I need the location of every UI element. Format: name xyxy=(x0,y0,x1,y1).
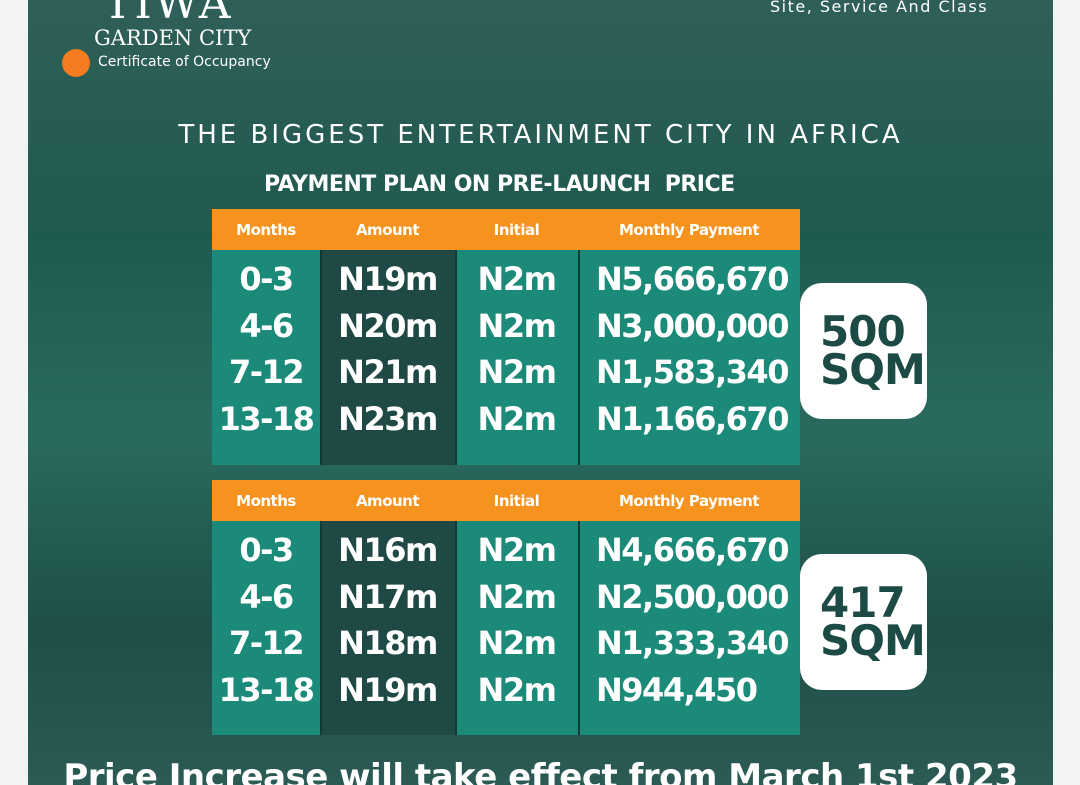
table-cell: N1,166,670 xyxy=(596,399,789,438)
table-column xyxy=(320,250,455,465)
brand-name: TIWA xyxy=(103,0,233,29)
table-cell: N2m xyxy=(477,260,557,298)
size-text: SQM xyxy=(820,616,926,665)
table-cell: 4-6 xyxy=(239,306,294,345)
table-header-bar xyxy=(212,209,800,250)
table-column xyxy=(578,250,800,465)
table-cell: 7-12 xyxy=(228,353,305,391)
table-column xyxy=(320,521,455,735)
table-cell: 7-12 xyxy=(228,624,305,662)
column-header: Monthly Payment xyxy=(618,220,760,239)
table-cell: N3,000,000 xyxy=(596,306,789,345)
size-text: 417 xyxy=(820,578,906,627)
table-cell: N23m xyxy=(338,399,438,438)
table-column xyxy=(455,521,578,735)
table-cell: N2m xyxy=(477,353,557,391)
poster: TIWA GARDEN CITY Certificate of Occupanc… xyxy=(28,0,1053,785)
size-badge: 500 SQM xyxy=(800,283,927,419)
table-header-bar xyxy=(212,480,800,521)
certificate-text: Certificate of Occupancy xyxy=(98,54,271,70)
table-cell: N16m xyxy=(338,531,438,569)
table-cell: N1,333,340 xyxy=(596,624,789,662)
table-cell: 13-18 xyxy=(218,399,315,438)
brand-subname: GARDEN CITY xyxy=(94,26,252,50)
column-header: Initial xyxy=(493,220,540,239)
table-cell: N4,666,670 xyxy=(596,531,789,569)
table-cell: N17m xyxy=(338,577,438,616)
tagline: Site, Service And Class xyxy=(770,0,989,16)
column-header: Amount xyxy=(355,220,420,239)
column-header: Monthly Payment xyxy=(618,491,760,510)
table-cell: N19m xyxy=(338,260,438,298)
size-text: SQM xyxy=(820,345,926,394)
table-cell: N2,500,000 xyxy=(596,577,789,616)
table-cell: N2m xyxy=(477,670,557,709)
table-cell: N19m xyxy=(338,670,438,709)
table-cell: N2m xyxy=(477,531,557,569)
column-header: Initial xyxy=(493,491,540,510)
table-cell: N2m xyxy=(477,306,557,345)
table-cell: N18m xyxy=(338,624,438,662)
table-cell: N2m xyxy=(477,624,557,662)
table-cell: N2m xyxy=(477,399,557,438)
table-cell: 0-3 xyxy=(239,260,294,298)
size-text: 500 xyxy=(820,307,906,356)
column-header: Months xyxy=(236,220,296,239)
table-cell: N20m xyxy=(338,306,438,345)
table-cell: 0-3 xyxy=(239,531,294,569)
footer: Price Increase will take effect from Mar… xyxy=(63,757,1018,785)
headline: THE BIGGEST ENTERTAINMENT CITY IN AFRICA xyxy=(178,120,903,150)
table-cell: N5,666,670 xyxy=(596,260,789,298)
size-badge: 417 SQM xyxy=(800,554,927,690)
table-column xyxy=(578,521,800,735)
table-cell: 13-18 xyxy=(218,670,315,709)
subheadline: PAYMENT PLAN ON PRE-LAUNCH PRICE xyxy=(264,172,735,197)
table-cell: N1,583,340 xyxy=(596,353,789,391)
table-cell: N944,450 xyxy=(596,670,758,709)
table-column xyxy=(212,521,320,735)
table-cell: N21m xyxy=(338,353,438,391)
table-cell: N2m xyxy=(477,577,557,616)
certificate-icon xyxy=(62,49,90,77)
table-column xyxy=(212,250,320,465)
table-cell: 4-6 xyxy=(239,577,294,616)
column-header: Amount xyxy=(355,491,420,510)
table-column xyxy=(455,250,578,465)
column-header: Months xyxy=(236,491,296,510)
